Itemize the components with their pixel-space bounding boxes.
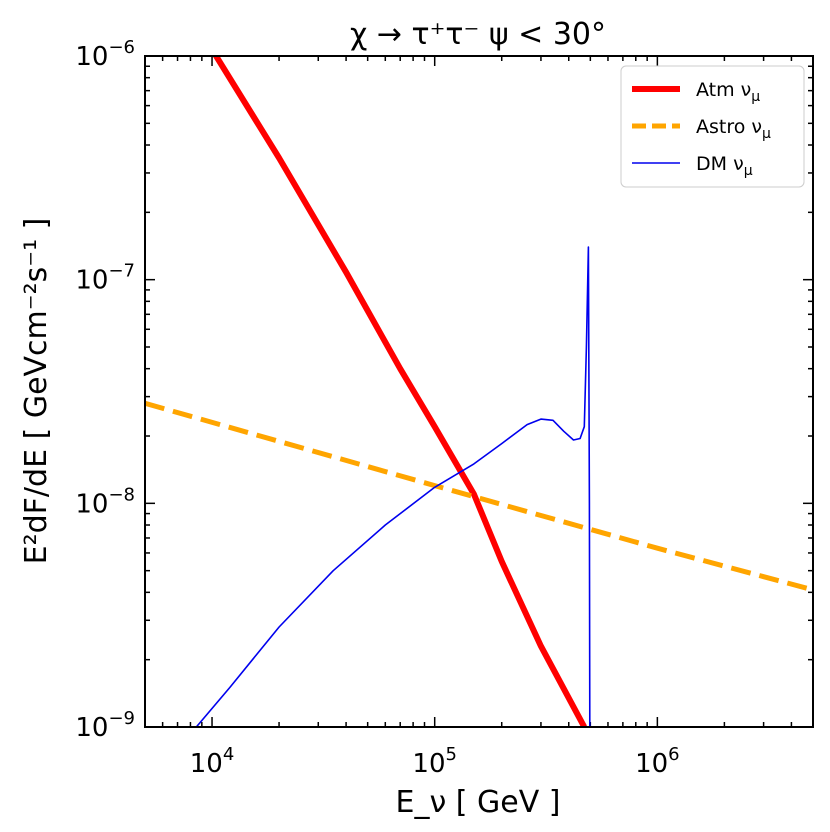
y-tick-label: 10−8 [75, 484, 135, 519]
y-tick-label: 10−9 [75, 708, 135, 743]
legend-frame [620, 65, 805, 188]
x-axis-label: E_ν [ GeV ] [396, 785, 561, 820]
tick-labels: 104 105 106 10−9 10−8 10−7 10−6 [75, 37, 679, 779]
legend-label: Astro νμ [696, 116, 771, 142]
y-axis-label-text: E²dF/dE [ GeVcm⁻²s⁻¹ ] [19, 218, 54, 565]
series-line-2 [145, 400, 813, 593]
x-tick-label: 104 [190, 744, 235, 779]
series-line-1 [212, 56, 587, 727]
legend: Atm νμ Astro νμ DM νμ [620, 65, 805, 188]
chart-title-text: χ → τ⁺τ⁻ ψ < 30° [350, 17, 606, 52]
y-axis-label: E²dF/dE [ GeVcm⁻²s⁻¹ ] [19, 218, 54, 565]
plot-frame [144, 55, 814, 728]
chart-title: χ → τ⁺τ⁻ ψ < 30° [350, 17, 606, 52]
y-tick-label: 10−7 [75, 261, 135, 296]
plot-area [145, 56, 813, 727]
x-tick-label: 105 [412, 744, 457, 779]
series-line-3 [195, 246, 591, 727]
x-tick-label: 106 [635, 744, 680, 779]
legend-label: Atm νμ [696, 79, 760, 105]
legend-label: DM νμ [696, 153, 753, 179]
y-tick-label: 10−6 [75, 37, 135, 72]
x-axis-label-text: E_ν [ GeV ] [396, 785, 561, 820]
